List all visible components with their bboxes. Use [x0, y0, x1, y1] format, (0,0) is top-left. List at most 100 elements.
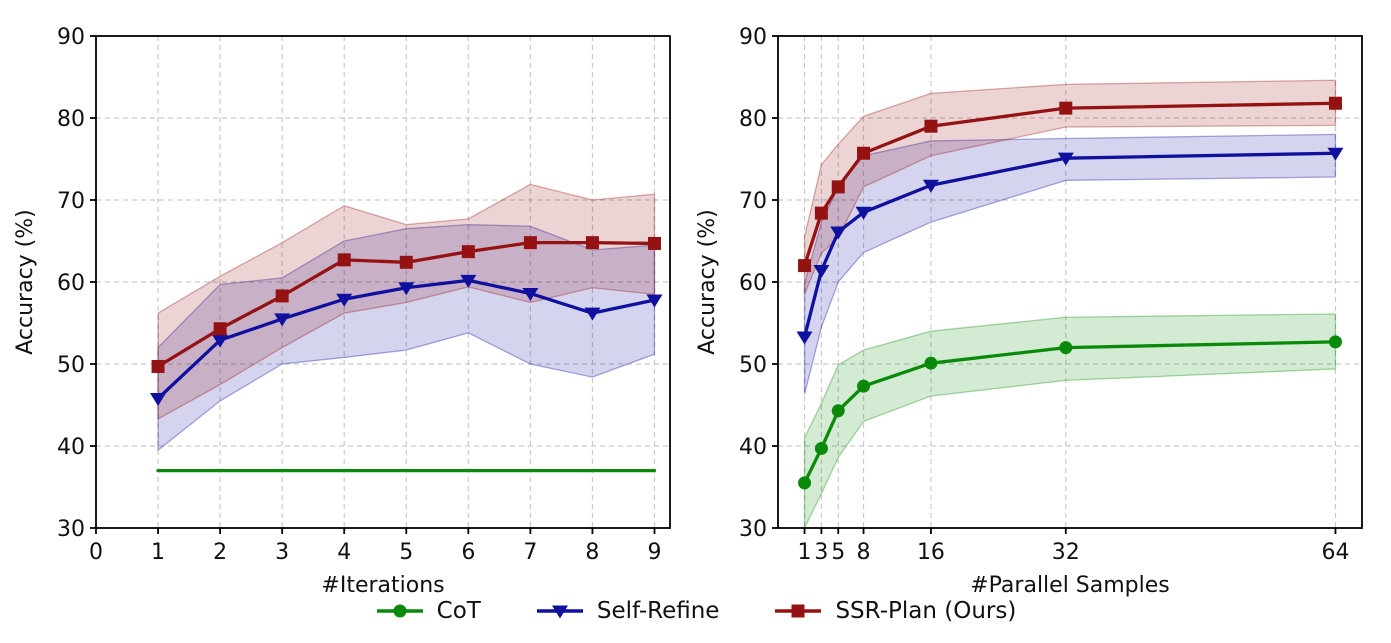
self-refine-confidence-band	[157, 223, 656, 452]
ssr-plan-ours-markers	[151, 236, 661, 373]
x-tick-label: 1	[798, 540, 812, 565]
self-refine-marker	[796, 331, 813, 345]
x-tick-label: 4	[337, 540, 351, 565]
ssr-plan-ours-legend-marker	[791, 604, 805, 618]
ticks	[772, 35, 1337, 534]
legend-item-ssr-plan: SSR-Plan (Ours)	[773, 598, 1016, 624]
y-tick-label: 70	[739, 189, 767, 214]
ssr-plan-ours-legend-glyph	[775, 604, 822, 618]
ssr-plan-ours-marker	[151, 359, 165, 373]
x-tick-label: 0	[89, 540, 103, 565]
x-axis-label: #Iterations	[321, 573, 444, 598]
tick-labels: 0 1 2 3 4 5 6 7 8 9 30 40 50 60 70 80 90	[57, 25, 661, 565]
ticks	[90, 35, 656, 534]
ssr-plan-ours-marker	[924, 119, 938, 133]
x-tick-label: 5	[831, 540, 845, 565]
ssr-plan-ours-marker	[399, 255, 413, 269]
gridlines	[96, 36, 670, 528]
cot-confidence-band	[803, 313, 1337, 529]
self-refine-marker	[584, 307, 601, 321]
x-tick-label: 5	[399, 540, 413, 565]
self-refine-marker	[274, 313, 291, 327]
x-tick-label: 64	[1321, 540, 1349, 565]
y-tick-label: 30	[57, 517, 85, 542]
ssr-plan-ours-marker	[857, 146, 871, 160]
ssr-plan-ours-markers	[798, 96, 1342, 273]
self-refine-marker	[1057, 152, 1074, 166]
ssr-plan-ours-marker	[585, 236, 599, 250]
ssr-plan-ours-marker	[1328, 96, 1342, 110]
self-refine-marker	[398, 282, 415, 296]
x-tick-label: 32	[1052, 540, 1080, 565]
y-tick-label: 60	[739, 271, 767, 296]
ssr-plan-ours-marker	[461, 245, 475, 259]
self-refine-marker	[855, 206, 872, 220]
ssr-plan-ours-marker	[337, 253, 351, 267]
y-axis-label: Accuracy (%)	[13, 209, 38, 355]
cot-marker	[857, 379, 871, 393]
ssr-plan-ours-confidence-band	[803, 79, 1337, 295]
ssr-plan-ours-marker	[798, 259, 812, 273]
x-tick-label: 6	[461, 540, 475, 565]
cot-marker	[798, 476, 812, 490]
y-tick-label: 90	[739, 25, 767, 50]
self-refine-marker	[813, 265, 830, 279]
cot-legend-marker	[393, 604, 407, 618]
self-refine-legend-glyph	[536, 605, 583, 619]
cot-line-marker-icon	[375, 599, 425, 623]
x-tick-label: 8	[585, 540, 599, 565]
cot-markers	[798, 335, 1342, 490]
y-tick-label: 70	[57, 189, 85, 214]
self-refine-line-marker-icon	[535, 599, 585, 623]
self-refine-marker	[336, 293, 353, 307]
cot-marker	[814, 441, 828, 455]
self-refine-marker	[646, 294, 663, 308]
gridlines	[778, 36, 1362, 528]
x-tick-label: 2	[213, 540, 227, 565]
self-refine-marker	[922, 179, 939, 193]
y-tick-label: 60	[57, 271, 85, 296]
x-tick-label: 1	[151, 540, 165, 565]
ssr-plan-ours-marker	[814, 206, 828, 220]
ssr-plan-line-marker-icon	[773, 599, 823, 623]
cot-marker	[1059, 341, 1073, 355]
cot-marker	[831, 404, 845, 418]
self-refine-marker	[522, 287, 539, 301]
ssr-plan-ours-marker	[647, 236, 661, 250]
self-refine-legend-marker	[551, 605, 568, 619]
legend-item-cot: CoT	[375, 598, 481, 624]
y-tick-label: 80	[57, 107, 85, 132]
cot-legend-glyph	[376, 604, 423, 618]
tick-labels: 1 3 5 8 16 32 64 30 40 50 60 70 80 90	[739, 25, 1349, 565]
self-refine-markers	[796, 147, 1344, 345]
self-refine-marker	[1327, 147, 1344, 161]
ssr-plan-ours-marker	[523, 236, 537, 250]
y-tick-label: 40	[57, 435, 85, 460]
subplot-parallel-samples: 1 3 5 8 16 32 64 30 40 50 60 70 80 90 #Parallel Sample…	[695, 25, 1363, 598]
self-refine-marker	[830, 226, 847, 240]
subplot-iterations: 0 1 2 3 4 5 6 7 8 9 30 40 50 60 70 80 90 #Iterations Accur…	[13, 25, 671, 598]
x-tick-label: 7	[523, 540, 537, 565]
y-tick-label: 50	[739, 353, 767, 378]
cot-marker	[924, 356, 938, 370]
self-refine-marker	[460, 274, 477, 288]
ssr-plan-ours-marker	[1059, 101, 1073, 115]
y-tick-label: 40	[739, 435, 767, 460]
y-tick-label: 90	[57, 25, 85, 50]
x-tick-label: 3	[814, 540, 828, 565]
x-axis-label: #Parallel Samples	[970, 573, 1170, 598]
self-refine-markers	[150, 274, 663, 406]
legend-label-ssr-plan: SSR-Plan (Ours)	[835, 598, 1017, 624]
self-refine-marker	[150, 392, 167, 406]
y-tick-label: 50	[57, 353, 85, 378]
x-tick-label: 3	[275, 540, 289, 565]
ssr-plan-ours-marker	[831, 180, 845, 194]
self-refine-marker	[212, 334, 229, 348]
ssr-plan-ours-marker	[275, 289, 289, 303]
legend: CoT Self-Refine SSR-Plan (Ours)	[0, 598, 1391, 624]
cot-marker	[1328, 335, 1342, 349]
x-tick-label: 9	[647, 540, 661, 565]
legend-label-cot: CoT	[436, 598, 481, 624]
